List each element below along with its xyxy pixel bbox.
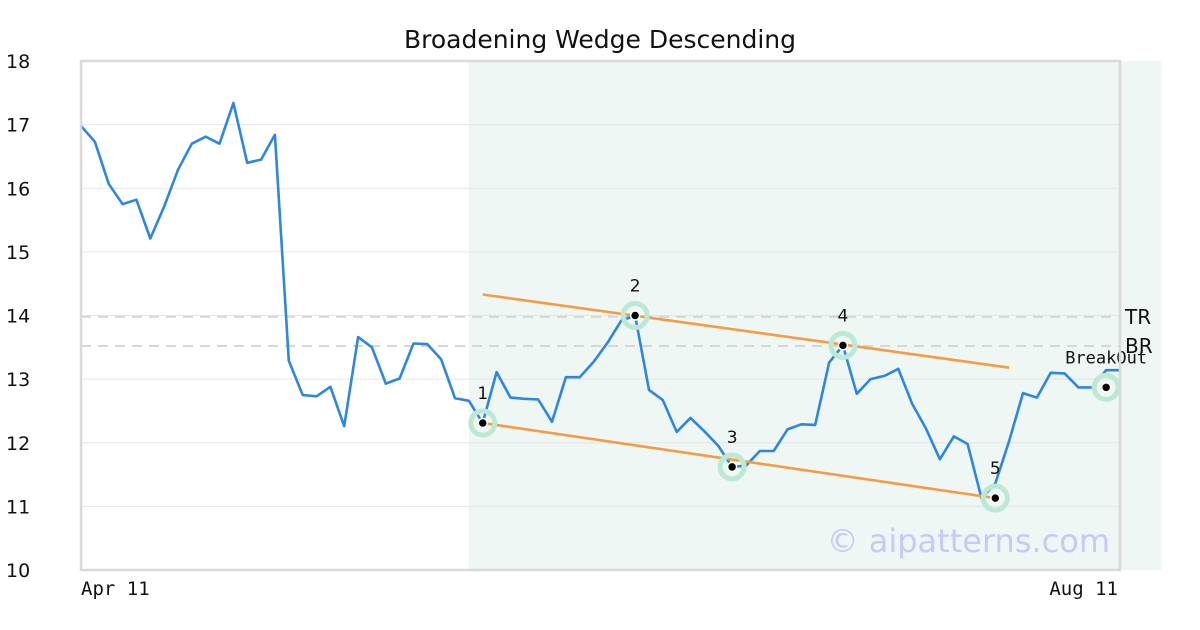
pivot-label: BreakOut bbox=[1065, 348, 1147, 368]
pivot-halo bbox=[828, 330, 858, 360]
y-tick-label: 13 bbox=[6, 369, 30, 391]
pivot-label: 3 bbox=[727, 428, 738, 448]
y-tick-label: 17 bbox=[6, 115, 30, 137]
price-series-line bbox=[80, 101, 1120, 500]
chart-title: Broadening Wedge Descending bbox=[404, 25, 796, 54]
y-tick-label: 12 bbox=[6, 433, 30, 455]
pivot-point bbox=[726, 461, 738, 473]
level-layer: TR BR bbox=[81, 305, 1153, 358]
pivot-halo bbox=[980, 483, 1010, 513]
trendline bbox=[482, 421, 996, 500]
pivot-label: 5 bbox=[990, 459, 1001, 479]
pivot-halo bbox=[620, 301, 650, 330]
plot-frame bbox=[79, 59, 1122, 572]
pivot-label: 1 bbox=[477, 384, 488, 404]
pivot-halo bbox=[717, 452, 747, 482]
pivot-point bbox=[629, 310, 641, 321]
level-label: TR bbox=[1124, 305, 1151, 329]
pivot-label: 4 bbox=[838, 306, 849, 326]
trendline bbox=[482, 293, 1010, 369]
x-tick-label-start: Apr 11 bbox=[81, 578, 150, 600]
y-tick-label: 10 bbox=[6, 560, 30, 582]
pivot-halo bbox=[1091, 372, 1121, 402]
series-layer bbox=[80, 101, 1120, 500]
y-tick-label: 16 bbox=[6, 178, 30, 200]
y-tick-label: 18 bbox=[6, 51, 30, 73]
pivot-halo bbox=[468, 408, 498, 438]
trendline-layer bbox=[482, 293, 1010, 500]
y-tick-label: 15 bbox=[6, 242, 30, 264]
pivot-point bbox=[1100, 382, 1112, 393]
pivot-point bbox=[837, 340, 849, 351]
level-label: BR bbox=[1125, 334, 1153, 358]
pivot-label: 2 bbox=[630, 277, 641, 297]
x-tick-label-end: Aug 11 bbox=[1049, 578, 1118, 600]
pivot-point bbox=[477, 417, 488, 429]
y-tick-label: 14 bbox=[6, 306, 30, 328]
watermark: © aipatterns.com bbox=[827, 522, 1110, 560]
grid-layer bbox=[81, 124, 1120, 507]
pivot-point bbox=[990, 492, 1001, 504]
pivot-layer: 1 2 3 4 5 BreakOut bbox=[468, 277, 1147, 513]
y-tick-label: 11 bbox=[6, 496, 30, 518]
